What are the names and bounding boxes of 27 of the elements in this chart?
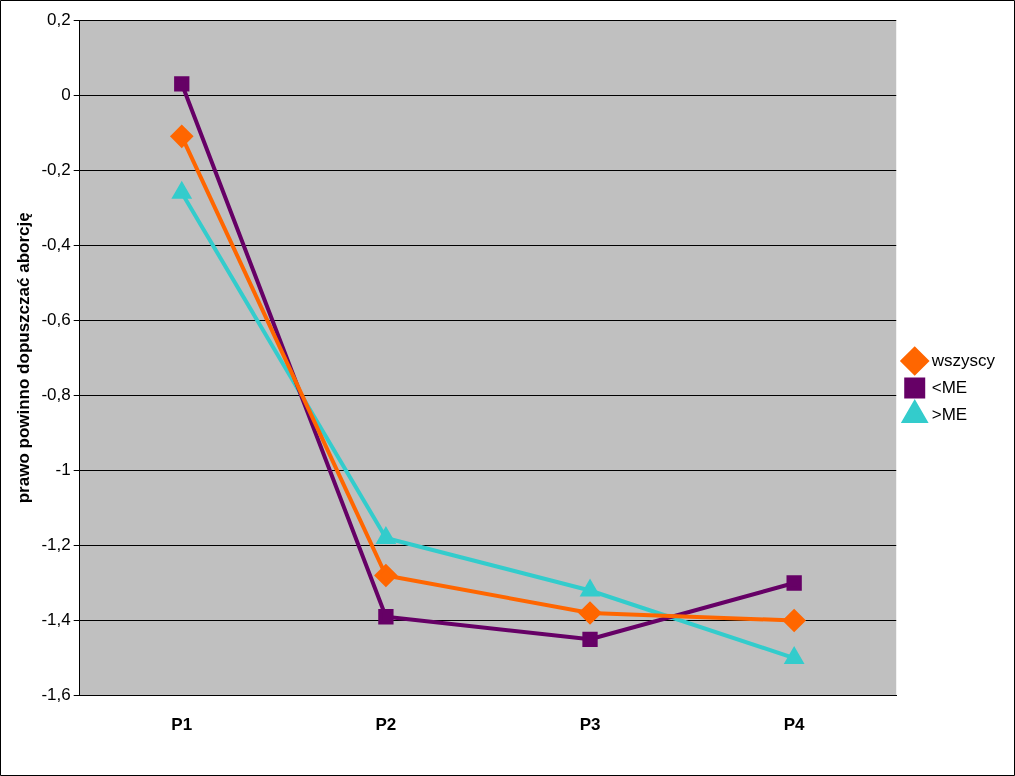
x-tick-label: P3 <box>579 715 601 735</box>
point <box>785 648 804 665</box>
y-axis-title: prawo powinno dopuszczać aborcję <box>13 212 33 504</box>
y-tick-label: -1 <box>55 460 71 480</box>
legend-label: <ME <box>931 377 968 397</box>
y-tick-label: -1,4 <box>41 610 71 630</box>
y-tick-label: -0,2 <box>41 159 71 179</box>
y-tick-label: -0,4 <box>41 234 71 254</box>
point <box>582 631 598 647</box>
y-tick-label: -0,8 <box>41 385 71 405</box>
point <box>174 76 190 92</box>
y-tick-label: -0,6 <box>41 309 71 329</box>
point <box>170 125 193 148</box>
legend-label: wszyscy <box>930 350 996 370</box>
point <box>374 564 397 587</box>
y-tick-label: 0 <box>61 84 71 104</box>
y-tick-label: 0,2 <box>47 9 71 29</box>
x-tick-label: P4 <box>783 715 806 735</box>
point <box>378 609 394 625</box>
y-tick-label: -1,2 <box>41 535 71 555</box>
x-tick-label: P1 <box>171 715 193 735</box>
x-tick-label: P2 <box>375 715 397 735</box>
point <box>783 609 806 632</box>
y-tick-label: -1,6 <box>41 685 71 705</box>
point <box>786 575 802 591</box>
point <box>579 602 602 625</box>
legend-label: >ME <box>931 404 968 424</box>
